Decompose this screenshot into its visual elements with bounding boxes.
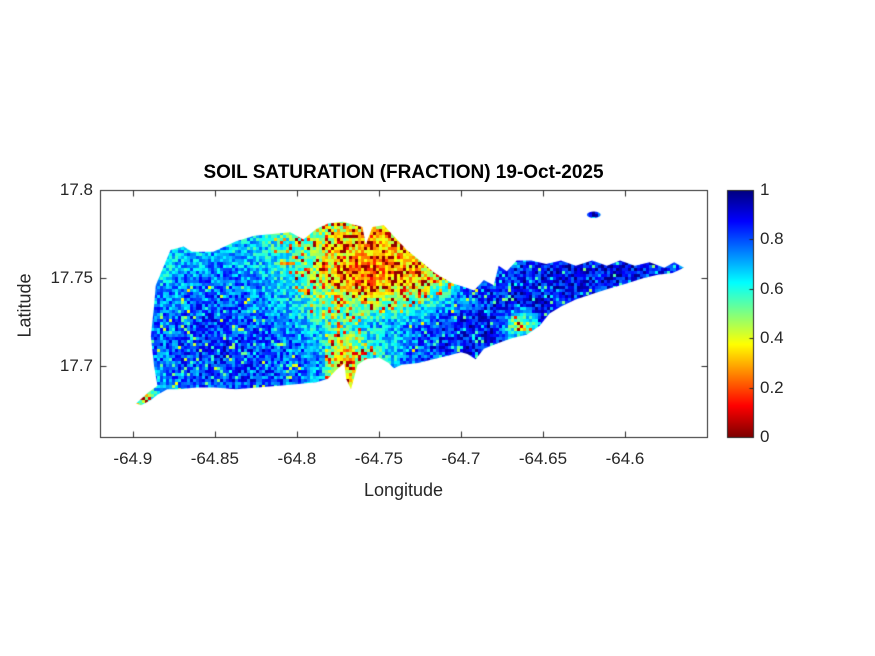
x-axis-tick-label: -64.85 [190,449,239,468]
x-axis-tick-label: -64.75 [354,449,403,468]
colorbar-tick-label: 0.4 [760,328,784,348]
colorbar-tick-label: 0.2 [760,377,784,397]
x-axis-tick-label: -64.7 [441,449,481,468]
x-axis-tick-label: -64.6 [605,449,645,468]
colorbar-tick-label: 0.8 [760,229,784,249]
x-axis-label: Longitude [363,480,444,500]
y-axis-tick-label: 17.7 [59,356,93,376]
colorbar-tick-label: 0.6 [760,278,784,298]
y-axis-tick-label: 17.75 [50,268,93,288]
x-axis-tick-label: -64.9 [113,449,153,468]
x-axis-tick-label: -64.8 [277,449,317,468]
y-axis-tick-label: 17.8 [59,180,93,199]
colorbar-tick-label: 1 [760,180,770,199]
colorbar-tick-label: 0 [760,427,770,446]
y-axis-label: Latitude [14,273,35,338]
x-axis-tick-label: -64.65 [518,449,568,468]
plot-title: SOIL SATURATION (FRACTION) 19-Oct-2025 [203,162,604,183]
